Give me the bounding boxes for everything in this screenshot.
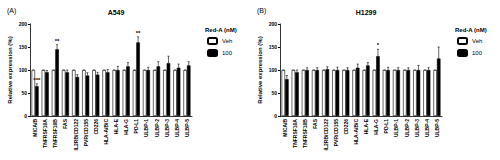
svg-text:PVR/CD155: PVR/CD155 — [333, 119, 339, 146]
svg-text:Veh: Veh — [472, 38, 482, 44]
svg-text:HLA-A/B/C: HLA-A/B/C — [103, 119, 109, 145]
svg-text:ULBP-1: ULBP-1 — [393, 119, 399, 137]
svg-text:Relative expression (%): Relative expression (%) — [257, 36, 263, 103]
svg-text:FAS: FAS — [312, 118, 318, 128]
svg-text:200: 200 — [19, 21, 28, 27]
svg-text:0: 0 — [274, 113, 277, 119]
svg-text:IL2RB/CD122: IL2RB/CD122 — [73, 119, 79, 151]
svg-text:ULBP-2: ULBP-2 — [154, 119, 160, 137]
svg-text:**: ** — [55, 38, 60, 44]
svg-text:TNFRSF10A: TNFRSF10A — [292, 119, 298, 148]
svg-text:Red-A (nM): Red-A (nM) — [455, 27, 487, 33]
svg-text:A549: A549 — [108, 9, 125, 16]
svg-text:Red-A (nM): Red-A (nM) — [205, 27, 237, 33]
svg-text:IL2RB/CD122: IL2RB/CD122 — [323, 119, 329, 151]
svg-text:100: 100 — [269, 67, 278, 73]
svg-text:Veh: Veh — [222, 38, 232, 44]
svg-text:HLA-E: HLA-E — [363, 118, 369, 134]
svg-text:CD226: CD226 — [343, 119, 349, 135]
svg-text:MICA/B: MICA/B — [32, 119, 38, 137]
svg-text:100: 100 — [472, 50, 483, 56]
svg-text:ULBP-4: ULBP-4 — [424, 119, 430, 137]
svg-text:Relative expression (%): Relative expression (%) — [7, 36, 13, 103]
svg-text:HLA-G: HLA-G — [123, 119, 129, 135]
svg-text:FAS: FAS — [62, 118, 68, 128]
svg-text:PD-L1: PD-L1 — [133, 119, 139, 134]
svg-text:ULBP-5: ULBP-5 — [434, 119, 440, 137]
svg-text:PVR/CD155: PVR/CD155 — [83, 119, 89, 146]
svg-text:ULBP-5: ULBP-5 — [184, 119, 190, 137]
svg-text:150: 150 — [19, 44, 28, 50]
svg-text:HLA-A/B/C: HLA-A/B/C — [353, 119, 359, 145]
svg-text:HLA-G: HLA-G — [373, 119, 379, 135]
svg-text:50: 50 — [271, 90, 277, 96]
svg-text:TNFRSF10B: TNFRSF10B — [52, 119, 58, 148]
svg-text:(B): (B) — [257, 7, 266, 15]
svg-text:ULBP-3: ULBP-3 — [164, 119, 170, 137]
svg-text:0: 0 — [24, 113, 27, 119]
svg-text:ULBP-1: ULBP-1 — [143, 119, 149, 137]
svg-text:***: *** — [33, 77, 41, 83]
svg-text:TNFRSF10B: TNFRSF10B — [302, 119, 308, 148]
svg-text:HLA-E: HLA-E — [113, 118, 119, 134]
svg-text:ULBP-2: ULBP-2 — [404, 119, 410, 137]
svg-text:TNFRSF10A: TNFRSF10A — [42, 119, 48, 148]
svg-text:CD226: CD226 — [93, 119, 99, 135]
svg-text:100: 100 — [222, 50, 233, 56]
svg-text:50: 50 — [21, 90, 27, 96]
svg-text:150: 150 — [269, 44, 278, 50]
svg-text:200: 200 — [269, 21, 278, 27]
svg-text:(A): (A) — [7, 7, 16, 15]
svg-text:ULBP-4: ULBP-4 — [174, 119, 180, 137]
svg-text:*: * — [377, 42, 380, 48]
svg-text:MICA/B: MICA/B — [282, 119, 288, 137]
svg-text:ULBP-3: ULBP-3 — [414, 119, 420, 137]
svg-text:PD-L1: PD-L1 — [383, 119, 389, 134]
svg-text:H1299: H1299 — [356, 9, 377, 16]
svg-text:**: ** — [136, 30, 141, 36]
svg-text:100: 100 — [19, 67, 28, 73]
